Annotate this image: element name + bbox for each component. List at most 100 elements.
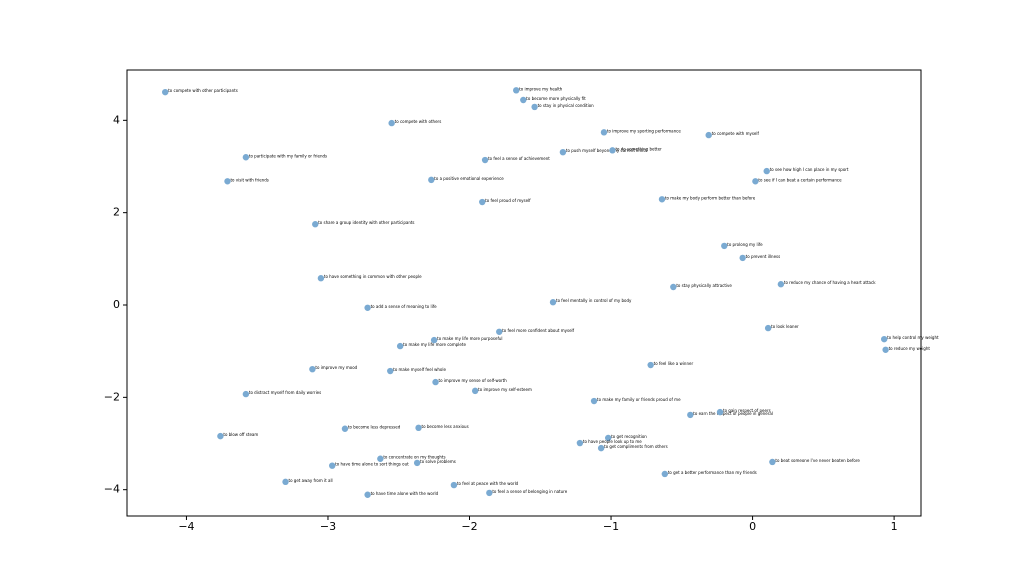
point (777, 281, 785, 288)
point (396, 342, 404, 350)
point-label: to compete with myself (712, 131, 760, 136)
y-tick-label: 2 (113, 206, 120, 219)
point (242, 154, 250, 161)
point-label: to concentrate on my thoughts (383, 455, 445, 460)
point-label: to solve problems (420, 459, 456, 464)
y-tick-label: −2 (104, 390, 120, 403)
point (309, 365, 316, 373)
point-label: to push myself beyond my current limits (566, 148, 647, 153)
point (513, 87, 520, 94)
point (520, 96, 527, 104)
point (341, 425, 349, 432)
point-label: to feel at peace with the world (457, 481, 519, 486)
point-label: to gain respect of peers (723, 408, 771, 413)
point-label: to do something better (615, 146, 662, 151)
point (559, 148, 567, 156)
point-label: to improve my sporting performance (607, 128, 681, 133)
point-label: to beat someone I've never beaten before (775, 458, 860, 463)
point-label: to look leaner (771, 324, 799, 329)
point-label: to participate with my family or friends (249, 153, 327, 158)
point-label: to feel more confident about myself (502, 328, 574, 333)
point (450, 481, 458, 489)
y-tick-label: 4 (113, 113, 120, 126)
point-label: to improve my health (519, 86, 563, 91)
point (609, 147, 616, 154)
x-tick-label: 0 (749, 520, 756, 533)
point (763, 167, 770, 175)
point (705, 131, 712, 139)
point (600, 129, 608, 136)
point-label: to stay physically attractive (676, 283, 732, 288)
point (471, 387, 479, 395)
point-label: to get recognition (611, 434, 647, 439)
point-label: to earn the respect of people in general (693, 411, 773, 416)
point (317, 275, 325, 282)
point (716, 408, 724, 416)
point-label: to make my life more purposeful (437, 336, 502, 341)
point-label: to feel like a winner (654, 361, 694, 366)
point-label: to see if I can beat a certain performan… (758, 177, 842, 182)
point-label: to get a better performance than my frie… (668, 470, 757, 475)
point (769, 458, 776, 466)
point (415, 424, 422, 432)
point-label: to have people look up to me (583, 439, 642, 444)
point (496, 328, 503, 335)
point (739, 254, 746, 262)
point (413, 459, 421, 467)
point-label: to help control my weight (887, 335, 939, 340)
point-label: to get away from it all (289, 478, 333, 483)
point (428, 176, 435, 184)
point (670, 283, 677, 291)
point (597, 444, 605, 452)
point (242, 390, 250, 398)
point-label: to reduce my chance of having a heart at… (784, 280, 876, 285)
plot-frame (126, 69, 922, 517)
point (576, 439, 584, 447)
point-label: to prolong my life (727, 242, 763, 247)
point-label: to improve my sense of self-worth (439, 378, 508, 383)
point-label: to make myself feel whole (393, 367, 446, 372)
point-label: to become less anxious (422, 424, 469, 429)
point (312, 221, 319, 228)
point (432, 378, 439, 386)
point-label: to get compliments from others (604, 444, 668, 449)
x-tick-label: −1 (603, 520, 619, 533)
y-tick-label: −4 (104, 483, 120, 496)
point-label: to feel mentally in control of my body (556, 298, 632, 303)
point-label: to feel proud of myself (485, 198, 531, 203)
point-label: to become less depressed (348, 425, 401, 430)
point-label: to see how high I can place in my sport (770, 167, 849, 172)
point (590, 397, 598, 405)
point-label: to make my body perform better than befo… (665, 195, 756, 200)
x-tick-label: −2 (461, 520, 477, 533)
point (224, 178, 231, 185)
point (605, 434, 612, 442)
point (486, 489, 493, 497)
point (661, 470, 669, 478)
point-label: to share a group identity with other par… (318, 220, 414, 225)
point-label: to compete with other participants (168, 88, 238, 93)
point (364, 491, 371, 498)
x-tick-label: −3 (320, 520, 336, 533)
point (481, 156, 489, 164)
point (647, 361, 654, 369)
point-label: to have time alone to sort things out (335, 462, 409, 467)
point (217, 432, 224, 440)
point-label: to have time alone with the world (371, 491, 439, 496)
point (377, 455, 384, 462)
point-label: to stay in physical condition (538, 103, 595, 108)
point-label: to make my life more complete (403, 342, 466, 347)
point (549, 299, 557, 306)
point-label: to blow off steam (223, 432, 258, 437)
point-label: to improve my self-esteem (478, 387, 532, 392)
point (882, 346, 889, 353)
point-label: to feel a sense of belonging in nature (492, 489, 567, 494)
y-tick-label: 0 (113, 298, 120, 311)
point-label: to distract myself from daily worries (249, 390, 321, 395)
point-label: to a positive emotional experience (434, 176, 504, 181)
point-label: to compete with others (395, 119, 442, 124)
point (752, 178, 759, 185)
point-label: to improve my mood (315, 365, 357, 370)
point (364, 304, 371, 311)
